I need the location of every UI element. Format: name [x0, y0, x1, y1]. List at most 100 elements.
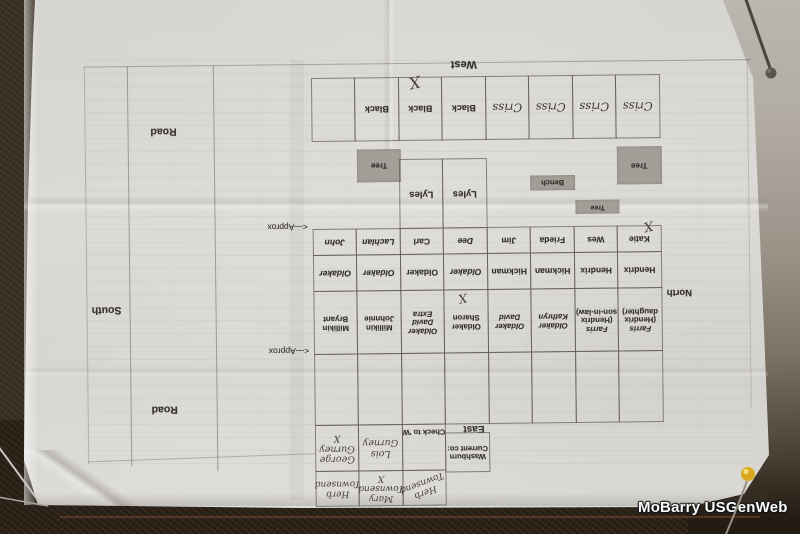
cell-text: [422, 384, 424, 394]
road-line-left: [126, 66, 133, 467]
plot-cell-firstname-1: Lachlan: [355, 227, 401, 256]
cell-text: Oldaker: [362, 268, 395, 279]
plot-cell-lyles-1: Lyles: [441, 158, 488, 229]
cell-text: Frieda: [539, 235, 566, 246]
plot-cell-top-4: Criss: [484, 75, 530, 141]
cell-text: [332, 105, 335, 115]
map-border-right: [746, 59, 752, 410]
cell-text: Millikin: [322, 323, 350, 333]
map-border-bottom: [88, 453, 317, 463]
signature-cell-row2-2: Herb Townsend: [398, 469, 447, 506]
road-label-bottom: Road: [151, 403, 178, 416]
cell-text: Lachlan: [362, 237, 395, 248]
plot-cell-firstname-7: Katie: [616, 225, 662, 253]
road-label-top: Road: [150, 125, 177, 138]
cell-text: [335, 385, 337, 395]
approx-note-bottom: <---Approx: [268, 346, 310, 357]
cell-text: Farris: [629, 324, 652, 334]
cell-text: Johnnie: [364, 314, 395, 324]
cell-text: Herb: [325, 488, 350, 499]
cell-text: [466, 383, 468, 393]
plot-cell-top-0: [310, 77, 356, 142]
plot-cell-surname-7: Hendrix: [616, 251, 663, 289]
tree-label: Tree: [370, 161, 388, 171]
cell-text: Lois: [370, 448, 391, 460]
cell-text: [596, 382, 598, 392]
cell-text: Oldaker: [319, 268, 352, 280]
plot-cell-firstname-5: Frieda: [529, 226, 575, 254]
cell-text: Extra: [412, 309, 433, 319]
cell-text: Millikin: [366, 322, 393, 333]
signature-cell-row2-0: Herb Townsend: [315, 470, 360, 507]
x-mark: X: [642, 217, 655, 235]
plot-cell-empty-4: [488, 351, 533, 425]
plot-cell-surname-4: Hickman: [486, 252, 532, 291]
plot-cell-firstname-4: Jim: [486, 226, 531, 255]
cell-text: George: [319, 453, 355, 466]
cell-text: John: [324, 237, 346, 249]
compass-west-label: West: [450, 58, 477, 71]
plot-cell-empty-5: [531, 351, 577, 424]
cell-text: Hickman: [534, 266, 571, 277]
plot-cell-family-1: Millikin Johnnie: [356, 289, 403, 355]
cell-text: Criss: [492, 101, 523, 116]
cell-text: son-in-law): [575, 307, 618, 317]
approx-note-top: <---Approx: [267, 222, 308, 233]
cell-text: Hendrix: [580, 265, 613, 277]
cell-text: Sharon: [452, 313, 480, 323]
cell-text: Gurney: [362, 437, 399, 449]
plot-cell-lyles-0: Lyles: [398, 158, 444, 230]
cell-text: [509, 383, 511, 393]
plot-cell-family-5: Oldaker Kathryn: [530, 288, 577, 353]
compass-north-label: North: [666, 286, 693, 298]
cell-text: Katie: [628, 234, 650, 245]
cell-text: Black: [408, 103, 433, 114]
cell-text: Hickman: [491, 266, 527, 278]
cell-text: X: [333, 432, 341, 444]
bench-box: Bench: [530, 175, 576, 191]
cell-text: daughter): [622, 306, 659, 317]
map-border-left: [83, 66, 90, 465]
cell-text: David: [412, 317, 434, 328]
cell-text: Hendrix: [623, 265, 656, 276]
plot-cell-firstname-2: Carl: [399, 227, 444, 256]
plot-cell-top-7: Criss: [614, 74, 661, 139]
cell-text: Black: [364, 104, 389, 115]
plot-cell-family-6: Farris (Hendrix son-in-law): [574, 287, 620, 353]
watermark: MoBarry USGenWeb: [638, 499, 788, 516]
cell-text: Kathryn: [538, 312, 568, 322]
plot-cell-family-4: Oldaker David: [487, 288, 533, 354]
cell-text: Bryant: [323, 314, 349, 324]
cell-text: Oldaker: [495, 321, 525, 331]
cell-text: Farris: [585, 324, 608, 334]
cell-text: Gurney: [319, 443, 355, 455]
plot-cell-surname-2: Oldaker: [399, 253, 445, 291]
cell-text: Check to 'W: [402, 427, 446, 438]
plot-cell-top-3: Black: [440, 76, 487, 141]
cell-text: [379, 384, 381, 394]
plot-cell-family-0: Millikin Bryant: [313, 290, 359, 355]
floor-edge-line: [60, 516, 760, 518]
cell-text: David: [498, 312, 521, 322]
plot-cell-surname-0: Oldaker: [312, 254, 358, 292]
tree-box-right: Tree: [616, 146, 663, 185]
cell-text: Carl: [413, 236, 431, 248]
cell-text: Lyles: [452, 188, 477, 200]
plot-cell-top-5: Criss: [527, 75, 574, 140]
plot-cell-empty-7: [618, 350, 664, 423]
cell-text: Current co:: [447, 444, 488, 454]
plot-cell-surname-6: Hendrix: [573, 251, 619, 290]
plot-cell-empty-1: [357, 352, 403, 426]
plot-cell-firstname-6: Wes: [573, 225, 618, 254]
tree-box-small: Tree: [575, 199, 620, 215]
plot-cell-firstname-0: John: [312, 228, 357, 256]
plot-cell-family-7: Farris (Hendrix daughter): [617, 287, 664, 352]
cell-text: Lyles: [409, 188, 434, 201]
tree-label: Tree: [590, 203, 605, 211]
cell-text: Criss: [535, 100, 566, 115]
plot-cell-empty-6: [575, 350, 620, 424]
compass-south-label: South: [91, 304, 122, 317]
